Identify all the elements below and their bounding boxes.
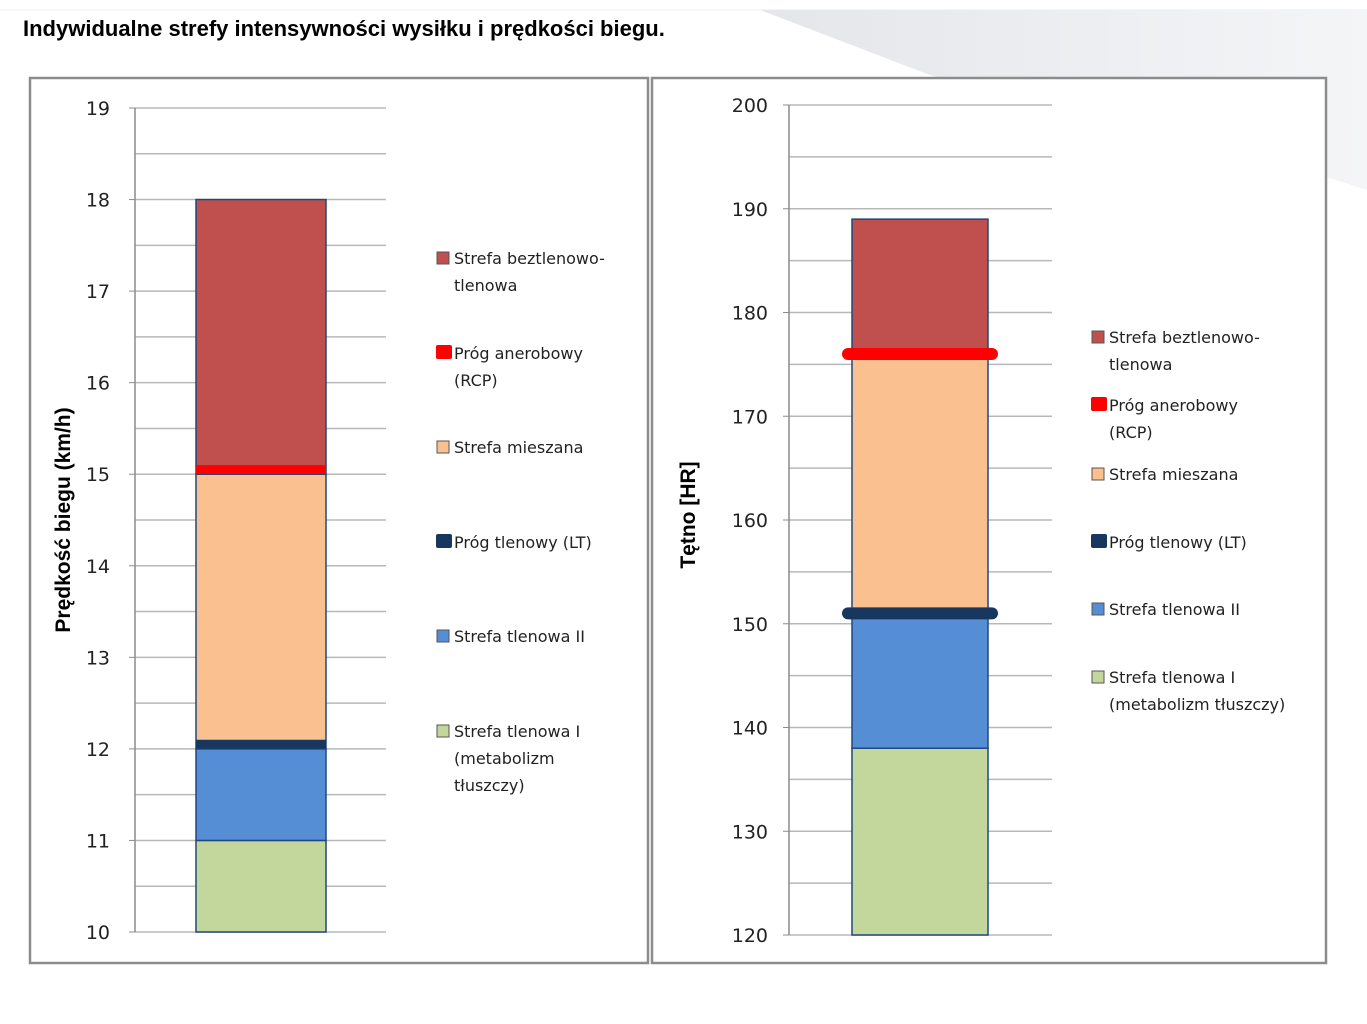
y-tick-label: 160 xyxy=(732,510,768,532)
y-tick-label: 12 xyxy=(86,739,110,761)
legend-label: (RCP) xyxy=(1109,423,1153,442)
legend-label: Strefa beztlenowo- xyxy=(454,249,605,268)
bar-segment xyxy=(195,198,327,475)
y-tick-label: 10 xyxy=(86,922,110,944)
bar-segment xyxy=(195,473,327,750)
legend-label: Strefa beztlenowo- xyxy=(1109,328,1260,347)
legend-swatch xyxy=(1091,467,1105,481)
y-tick-label: 170 xyxy=(732,406,768,428)
bar-segment xyxy=(851,612,989,749)
legend-swatch xyxy=(436,440,450,454)
legend-label: (RCP) xyxy=(454,371,498,390)
y-tick-label: 18 xyxy=(86,190,110,212)
legend-swatch xyxy=(436,345,452,359)
y-axis-label: Prędkość biegu (km/h) xyxy=(52,407,75,632)
legend-swatch xyxy=(436,534,452,548)
legend-label: tlenowa xyxy=(1109,355,1172,374)
legend-swatch xyxy=(436,724,450,738)
y-tick-label: 120 xyxy=(732,925,768,947)
y-tick-label: 17 xyxy=(86,281,110,303)
y-tick-label: 200 xyxy=(732,95,768,117)
legend-label: Próg tlenowy (LT) xyxy=(454,533,592,552)
y-tick-label: 19 xyxy=(86,98,110,120)
legend-label: Próg tlenowy (LT) xyxy=(1109,533,1247,552)
legend-swatch xyxy=(1091,534,1107,548)
page-title: Indywidualne strefy intensywności wysiłk… xyxy=(23,16,665,41)
legend-label: tlenowa xyxy=(454,276,517,295)
y-tick-label: 150 xyxy=(732,614,768,636)
y-tick-label: 130 xyxy=(732,821,768,843)
y-tick-label: 190 xyxy=(732,199,768,221)
legend-label: (metabolizm tłuszczy) xyxy=(1109,695,1285,714)
legend-label: Strefa tlenowa II xyxy=(1109,600,1240,619)
bar-segment xyxy=(851,747,989,936)
y-tick-label: 14 xyxy=(86,556,110,578)
y-tick-label: 180 xyxy=(732,303,768,325)
bar-segment xyxy=(851,353,989,615)
legend-label: tłuszczy) xyxy=(454,776,525,795)
legend-swatch xyxy=(1091,397,1107,411)
legend-label: Strefa mieszana xyxy=(1109,465,1238,484)
y-tick-label: 140 xyxy=(732,718,768,740)
legend-label: Próg anerobowy xyxy=(1109,396,1238,415)
legend-swatch xyxy=(1091,330,1105,344)
legend-label: Strefa tlenowa I xyxy=(1109,668,1235,687)
legend-label: Próg anerobowy xyxy=(454,344,583,363)
legend-swatch xyxy=(1091,602,1105,616)
legend-label: Strefa tlenowa II xyxy=(454,627,585,646)
y-tick-label: 16 xyxy=(86,373,110,395)
legend-label: (metabolizm xyxy=(454,749,555,768)
legend-swatch xyxy=(436,629,450,643)
legend-label: Strefa tlenowa I xyxy=(454,722,580,741)
legend-swatch xyxy=(436,251,450,265)
bar-segment xyxy=(195,839,327,933)
legend-swatch xyxy=(1091,670,1105,684)
y-tick-label: 11 xyxy=(86,830,110,852)
legend-label: Strefa mieszana xyxy=(454,438,583,457)
y-tick-label: 13 xyxy=(86,647,110,669)
y-axis-label: Tętno [HR] xyxy=(677,461,700,568)
bar-segment xyxy=(851,218,989,355)
y-tick-label: 15 xyxy=(86,464,110,486)
chart-1: 10 11 12 13 14 15 16 17 18 19 Prędkość biegu (km/h… xyxy=(28,76,650,965)
chart-2: 120 130 140 150 160 170 180 190 200 Tętno [HR] Str… xyxy=(650,76,1328,965)
bar-segment xyxy=(195,748,327,842)
